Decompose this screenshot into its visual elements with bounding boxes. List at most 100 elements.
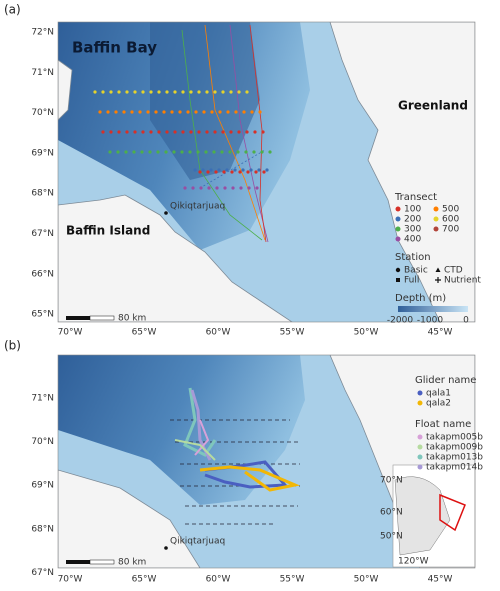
station — [109, 130, 113, 134]
legend-label: 300 — [404, 225, 421, 235]
station — [204, 150, 208, 154]
legend-label: 400 — [404, 235, 421, 245]
lon-label: 65°W — [132, 328, 157, 338]
station — [199, 186, 203, 190]
legend-label: 500 — [442, 205, 459, 215]
lat-label: 67°N — [31, 229, 54, 239]
inset-label: 60°N — [380, 508, 403, 518]
float-track — [174, 439, 216, 461]
station — [238, 170, 242, 174]
legend-swatch — [417, 390, 423, 396]
station — [194, 110, 198, 114]
place-label: Baffin Bay — [72, 39, 157, 57]
station — [250, 110, 254, 114]
legend-label: 700 — [442, 225, 459, 235]
station — [165, 90, 169, 94]
station — [245, 130, 249, 134]
station — [244, 150, 248, 154]
scale-label: 80 km — [118, 314, 146, 324]
station — [146, 110, 150, 114]
station — [222, 170, 226, 174]
town — [164, 546, 168, 550]
lat-label: 68°N — [31, 524, 54, 534]
legend-swatch — [433, 226, 439, 232]
map-a — [58, 22, 475, 322]
station — [154, 110, 158, 114]
station — [198, 170, 202, 174]
station — [212, 150, 216, 154]
station — [254, 170, 258, 174]
station — [206, 170, 210, 174]
station — [231, 186, 235, 190]
legend-swatch — [417, 464, 423, 470]
lon-label: 45°W — [428, 328, 453, 338]
station — [257, 168, 261, 172]
station — [165, 130, 169, 134]
inset-label: 50°N — [380, 532, 403, 542]
station — [181, 90, 185, 94]
legend-label: -1000 — [417, 316, 443, 326]
station — [93, 90, 97, 94]
lat-label: 70°N — [31, 437, 54, 447]
station — [237, 130, 241, 134]
station — [265, 168, 269, 172]
station — [261, 130, 265, 134]
lat-label: 72°N — [31, 28, 54, 38]
legend-swatch — [417, 434, 423, 440]
lon-label: 55°W — [280, 575, 305, 585]
station — [197, 90, 201, 94]
station — [234, 110, 238, 114]
place-label: Qikiqtarjuaq — [170, 537, 225, 547]
station — [258, 110, 262, 114]
lon-label: 55°W — [280, 328, 305, 338]
glider-track — [204, 460, 289, 489]
station — [221, 130, 225, 134]
legend-title: Glider name — [415, 375, 476, 386]
station — [220, 150, 224, 154]
scale-label: 80 km — [118, 558, 146, 568]
lat-label: 68°N — [31, 189, 54, 199]
inset-label: 70°N — [380, 476, 403, 486]
station — [237, 90, 241, 94]
legend-label: 600 — [442, 215, 459, 225]
lat-label: 67°N — [31, 568, 54, 578]
station — [141, 130, 145, 134]
town — [164, 211, 168, 215]
station — [124, 150, 128, 154]
legend-label: takapm009b — [426, 443, 483, 453]
station — [229, 130, 233, 134]
station — [233, 168, 237, 172]
station — [141, 90, 145, 94]
legend-label: 200 — [404, 215, 421, 225]
lon-label: 50°W — [354, 328, 379, 338]
legend-label: takapm005b — [426, 433, 483, 443]
lon-label: 70°W — [58, 575, 83, 585]
station — [181, 130, 185, 134]
place-label: Qikiqtarjuaq — [170, 202, 225, 212]
lon-label: 70°W — [58, 328, 83, 338]
station — [122, 110, 126, 114]
station — [218, 110, 222, 114]
station — [239, 186, 243, 190]
float-track — [183, 387, 217, 457]
station — [223, 186, 227, 190]
station — [186, 110, 190, 114]
lon-label: 60°W — [206, 575, 231, 585]
station — [252, 150, 256, 154]
station — [226, 110, 230, 114]
station — [215, 186, 219, 190]
station — [221, 90, 225, 94]
station — [180, 150, 184, 154]
station — [268, 150, 272, 154]
station — [209, 168, 213, 172]
station — [156, 150, 160, 154]
legend-symbol — [435, 277, 441, 283]
station — [117, 130, 121, 134]
legend-swatch — [395, 236, 401, 242]
station — [197, 130, 201, 134]
station — [213, 130, 217, 134]
lat-label: 66°N — [31, 269, 54, 279]
station — [149, 90, 153, 94]
station — [217, 168, 221, 172]
legend-label: Nutrient — [444, 276, 481, 286]
